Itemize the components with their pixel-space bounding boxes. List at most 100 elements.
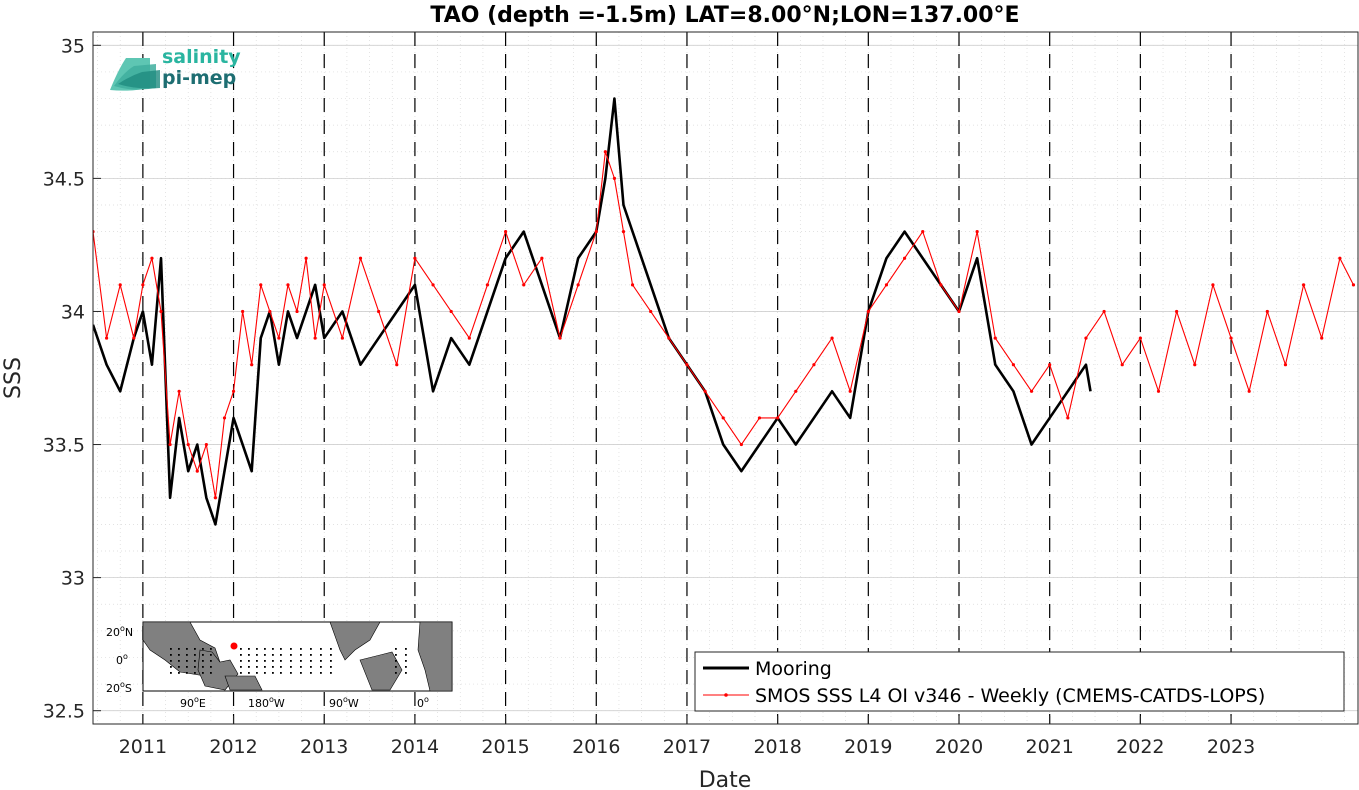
array-dot bbox=[310, 660, 312, 662]
legend-marker-smos bbox=[724, 693, 728, 697]
x-axis-label: Date bbox=[699, 768, 752, 790]
array-dot bbox=[248, 660, 250, 662]
smos-point bbox=[1338, 256, 1342, 260]
smos-point bbox=[241, 309, 245, 314]
array-dot bbox=[186, 648, 188, 650]
array-dot bbox=[202, 672, 204, 674]
array-dot bbox=[395, 666, 397, 668]
smos-point bbox=[540, 256, 544, 260]
array-dot bbox=[280, 672, 282, 674]
smos-point bbox=[503, 230, 508, 234]
array-dot bbox=[264, 648, 266, 650]
array-dot bbox=[194, 654, 196, 656]
array-dot bbox=[178, 672, 180, 674]
logo-line2: pi-mep bbox=[162, 67, 236, 89]
smos-point bbox=[739, 442, 743, 447]
smos-point bbox=[830, 336, 834, 340]
smos-point bbox=[1283, 363, 1288, 367]
smos-point bbox=[1320, 336, 1324, 340]
x-tick-label: 2020 bbox=[935, 736, 983, 758]
array-dot bbox=[248, 672, 250, 674]
plot-frame bbox=[92, 31, 1359, 725]
smos-point bbox=[150, 256, 154, 260]
array-dot bbox=[405, 648, 407, 650]
inset-lat-20n: 20oN bbox=[106, 624, 133, 639]
smos-point bbox=[340, 336, 344, 340]
smos-point bbox=[1120, 363, 1124, 367]
array-dot bbox=[170, 654, 172, 656]
smos-point bbox=[1156, 389, 1161, 393]
y-tick-label: 34.5 bbox=[43, 168, 85, 190]
smos-point bbox=[1265, 309, 1269, 314]
array-dot bbox=[272, 648, 274, 650]
array-dot bbox=[194, 660, 196, 662]
smos-point bbox=[1247, 389, 1251, 393]
array-dot bbox=[320, 660, 322, 662]
array-dot bbox=[272, 666, 274, 668]
logo-line1: salinity bbox=[162, 46, 241, 68]
smos-point bbox=[921, 230, 925, 234]
x-tick-label: 2023 bbox=[1207, 736, 1255, 758]
smos-point bbox=[594, 230, 598, 234]
array-dot bbox=[264, 654, 266, 656]
inset-lat-20s: 20oS bbox=[106, 680, 132, 695]
smos-point bbox=[413, 256, 417, 260]
smos-point bbox=[186, 442, 190, 447]
array-dot bbox=[300, 672, 302, 674]
series-line-mooring bbox=[93, 97, 1092, 526]
inset-map: 20oN 0o 20oS 90oE 180oW 90oW 0o bbox=[106, 621, 453, 710]
array-dot bbox=[300, 666, 302, 668]
array-dot bbox=[210, 648, 212, 650]
series-line-smos bbox=[93, 151, 1354, 499]
major-grid bbox=[93, 44, 1358, 712]
array-dot bbox=[170, 672, 172, 674]
array-dot bbox=[395, 648, 397, 650]
array-dot bbox=[330, 660, 332, 662]
array-dot bbox=[272, 654, 274, 656]
array-dot bbox=[310, 672, 312, 674]
array-dot bbox=[202, 660, 204, 662]
smos-point bbox=[1011, 363, 1016, 367]
africa-landmass bbox=[417, 621, 453, 692]
smos-point bbox=[1175, 309, 1179, 314]
legend: Mooring SMOS SSS L4 OI v346 - Weekly (CM… bbox=[694, 651, 1345, 712]
x-tick-label: 2021 bbox=[1026, 736, 1074, 758]
smos-point bbox=[721, 416, 725, 420]
smos-point bbox=[105, 336, 109, 340]
array-dot bbox=[280, 648, 282, 650]
smos-point bbox=[277, 336, 281, 340]
array-dot bbox=[280, 666, 282, 668]
smos-point bbox=[213, 496, 218, 500]
array-dot bbox=[280, 660, 282, 662]
smos-point bbox=[993, 336, 997, 340]
salinity-pimep-logo: salinity pi-mep bbox=[110, 46, 241, 91]
array-dot bbox=[240, 654, 242, 656]
smos-point bbox=[231, 389, 236, 393]
array-dot bbox=[272, 660, 274, 662]
array-dot bbox=[256, 672, 258, 674]
smos-point bbox=[395, 363, 399, 367]
array-dot bbox=[210, 660, 212, 662]
array-dot bbox=[290, 648, 292, 650]
smos-point bbox=[250, 363, 254, 367]
array-dot bbox=[178, 666, 180, 668]
y-tick-label: 35 bbox=[61, 35, 85, 57]
smos-point bbox=[649, 309, 653, 314]
array-dot bbox=[202, 648, 204, 650]
array-dot bbox=[330, 672, 332, 674]
y-tick-label: 34 bbox=[61, 301, 85, 323]
smos-point bbox=[667, 336, 671, 340]
array-dot bbox=[210, 672, 212, 674]
array-dot bbox=[186, 666, 188, 668]
array-dot bbox=[395, 672, 397, 674]
y-tick-label: 33 bbox=[61, 568, 85, 590]
array-dot bbox=[194, 666, 196, 668]
array-dot bbox=[300, 648, 302, 650]
smos-point bbox=[1193, 363, 1197, 367]
smos-point bbox=[159, 309, 163, 314]
legend-label-smos: SMOS SSS L4 OI v346 - Weekly (CMEMS-CATD… bbox=[755, 685, 1265, 707]
smos-point bbox=[939, 283, 943, 287]
smos-point bbox=[485, 283, 490, 287]
smos-point bbox=[812, 363, 816, 367]
year-dashed-lines bbox=[142, 32, 1232, 724]
